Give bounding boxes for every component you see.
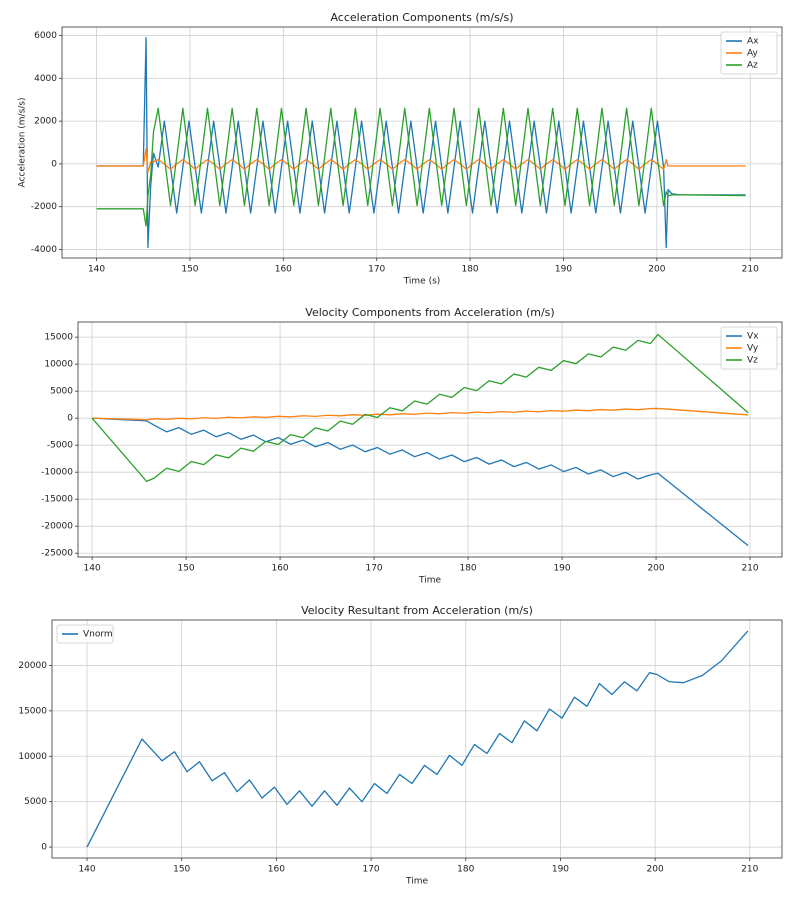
y-tick-label: -10000 (41, 468, 73, 478)
x-tick-label: 190 (553, 564, 570, 574)
y-tick-label: 5000 (50, 387, 73, 397)
y-tick-label: 20000 (18, 661, 47, 671)
legend-label: Vx (747, 332, 759, 342)
x-tick-label: 210 (742, 265, 759, 275)
legend-box (56, 624, 114, 644)
subplot: 140 150 160 170 180 190 200 210 -25000 -20000 -150… (41, 306, 783, 586)
x-axis-label: Time (418, 576, 441, 586)
series-line (96, 148, 746, 174)
legend: Vnorm (56, 624, 114, 644)
y-tick-label: 0 (41, 843, 47, 853)
legend-label: Vz (747, 356, 758, 366)
chart-title: Velocity Components from Acceleration (m… (305, 306, 554, 319)
subplot: 140 150 160 170 180 190 200 210 0 5000 10000 15000 2… (18, 604, 783, 887)
legend-label: Ay (747, 49, 759, 59)
plot-area (52, 620, 782, 858)
x-tick-label: 200 (647, 564, 664, 574)
series-line (86, 630, 749, 848)
x-tick-label: 150 (177, 564, 194, 574)
plot-area (62, 27, 782, 258)
x-tick-label: 160 (271, 564, 288, 574)
series-line (96, 107, 746, 227)
y-tick-label: -2000 (31, 202, 57, 212)
x-tick-label: 210 (741, 865, 758, 875)
x-tick-label: 170 (368, 265, 385, 275)
x-tick-label: 190 (552, 865, 569, 875)
x-tick-label: 170 (362, 865, 379, 875)
legend-box (720, 326, 778, 370)
legend-label: Vy (747, 344, 759, 354)
chart-title: Velocity Resultant from Acceleration (m/… (301, 604, 533, 617)
axes-frame (77, 321, 783, 558)
series-line (96, 37, 746, 248)
x-tick-label: 160 (275, 265, 292, 275)
x-tick-label: 180 (461, 265, 478, 275)
y-tick-label: 4000 (34, 74, 57, 84)
x-axis-label: Time (405, 877, 428, 887)
y-tick-label: 10000 (44, 360, 73, 370)
y-tick-label: -5000 (47, 441, 73, 451)
subplot: 140 150 160 170 180 190 200 210 -4000 -2000 0 2000 4… (18, 11, 783, 287)
series-line (92, 407, 749, 421)
x-tick-label: 140 (78, 865, 95, 875)
x-tick-label: 210 (741, 564, 758, 574)
x-tick-label: 190 (555, 265, 572, 275)
y-tick-label: -25000 (41, 549, 73, 559)
legend: Ax Ay Az (720, 31, 778, 75)
chart-title: Acceleration Components (m/s/s) (330, 11, 513, 24)
axes-frame (51, 619, 783, 859)
x-tick-label: 160 (268, 865, 285, 875)
legend-box (720, 31, 778, 75)
series-line (91, 333, 749, 483)
y-tick-label: 0 (51, 159, 57, 169)
x-tick-label: 140 (84, 564, 101, 574)
y-tick-label: 5000 (24, 797, 47, 807)
y-tick-label: 6000 (34, 31, 57, 41)
series-line (92, 417, 749, 547)
x-tick-label: 200 (647, 865, 664, 875)
y-tick-label: 2000 (34, 117, 57, 127)
legend-label: Ax (747, 37, 759, 47)
x-tick-label: 180 (457, 865, 474, 875)
x-tick-label: 200 (648, 265, 665, 275)
y-tick-label: -15000 (41, 495, 73, 505)
y-tick-label: 15000 (44, 333, 73, 343)
axes-frame (61, 26, 783, 259)
y-tick-label: 15000 (18, 706, 47, 716)
y-tick-label: 10000 (18, 752, 47, 762)
legend-label: Vnorm (83, 630, 113, 640)
plot-area (78, 322, 782, 557)
x-tick-label: 180 (459, 564, 476, 574)
legend: Vx Vy Vz (720, 326, 778, 370)
y-tick-label: -4000 (31, 245, 57, 255)
x-tick-label: 170 (365, 564, 382, 574)
x-axis-label: Time (s) (403, 277, 441, 287)
x-tick-label: 150 (181, 265, 198, 275)
y-tick-label: 0 (67, 414, 73, 424)
x-tick-label: 140 (88, 265, 105, 275)
y-tick-label: -20000 (41, 522, 73, 532)
y-axis-label: Acceleration (m/s/s) (18, 97, 28, 187)
legend-label: Az (747, 61, 758, 71)
x-tick-label: 150 (173, 865, 190, 875)
